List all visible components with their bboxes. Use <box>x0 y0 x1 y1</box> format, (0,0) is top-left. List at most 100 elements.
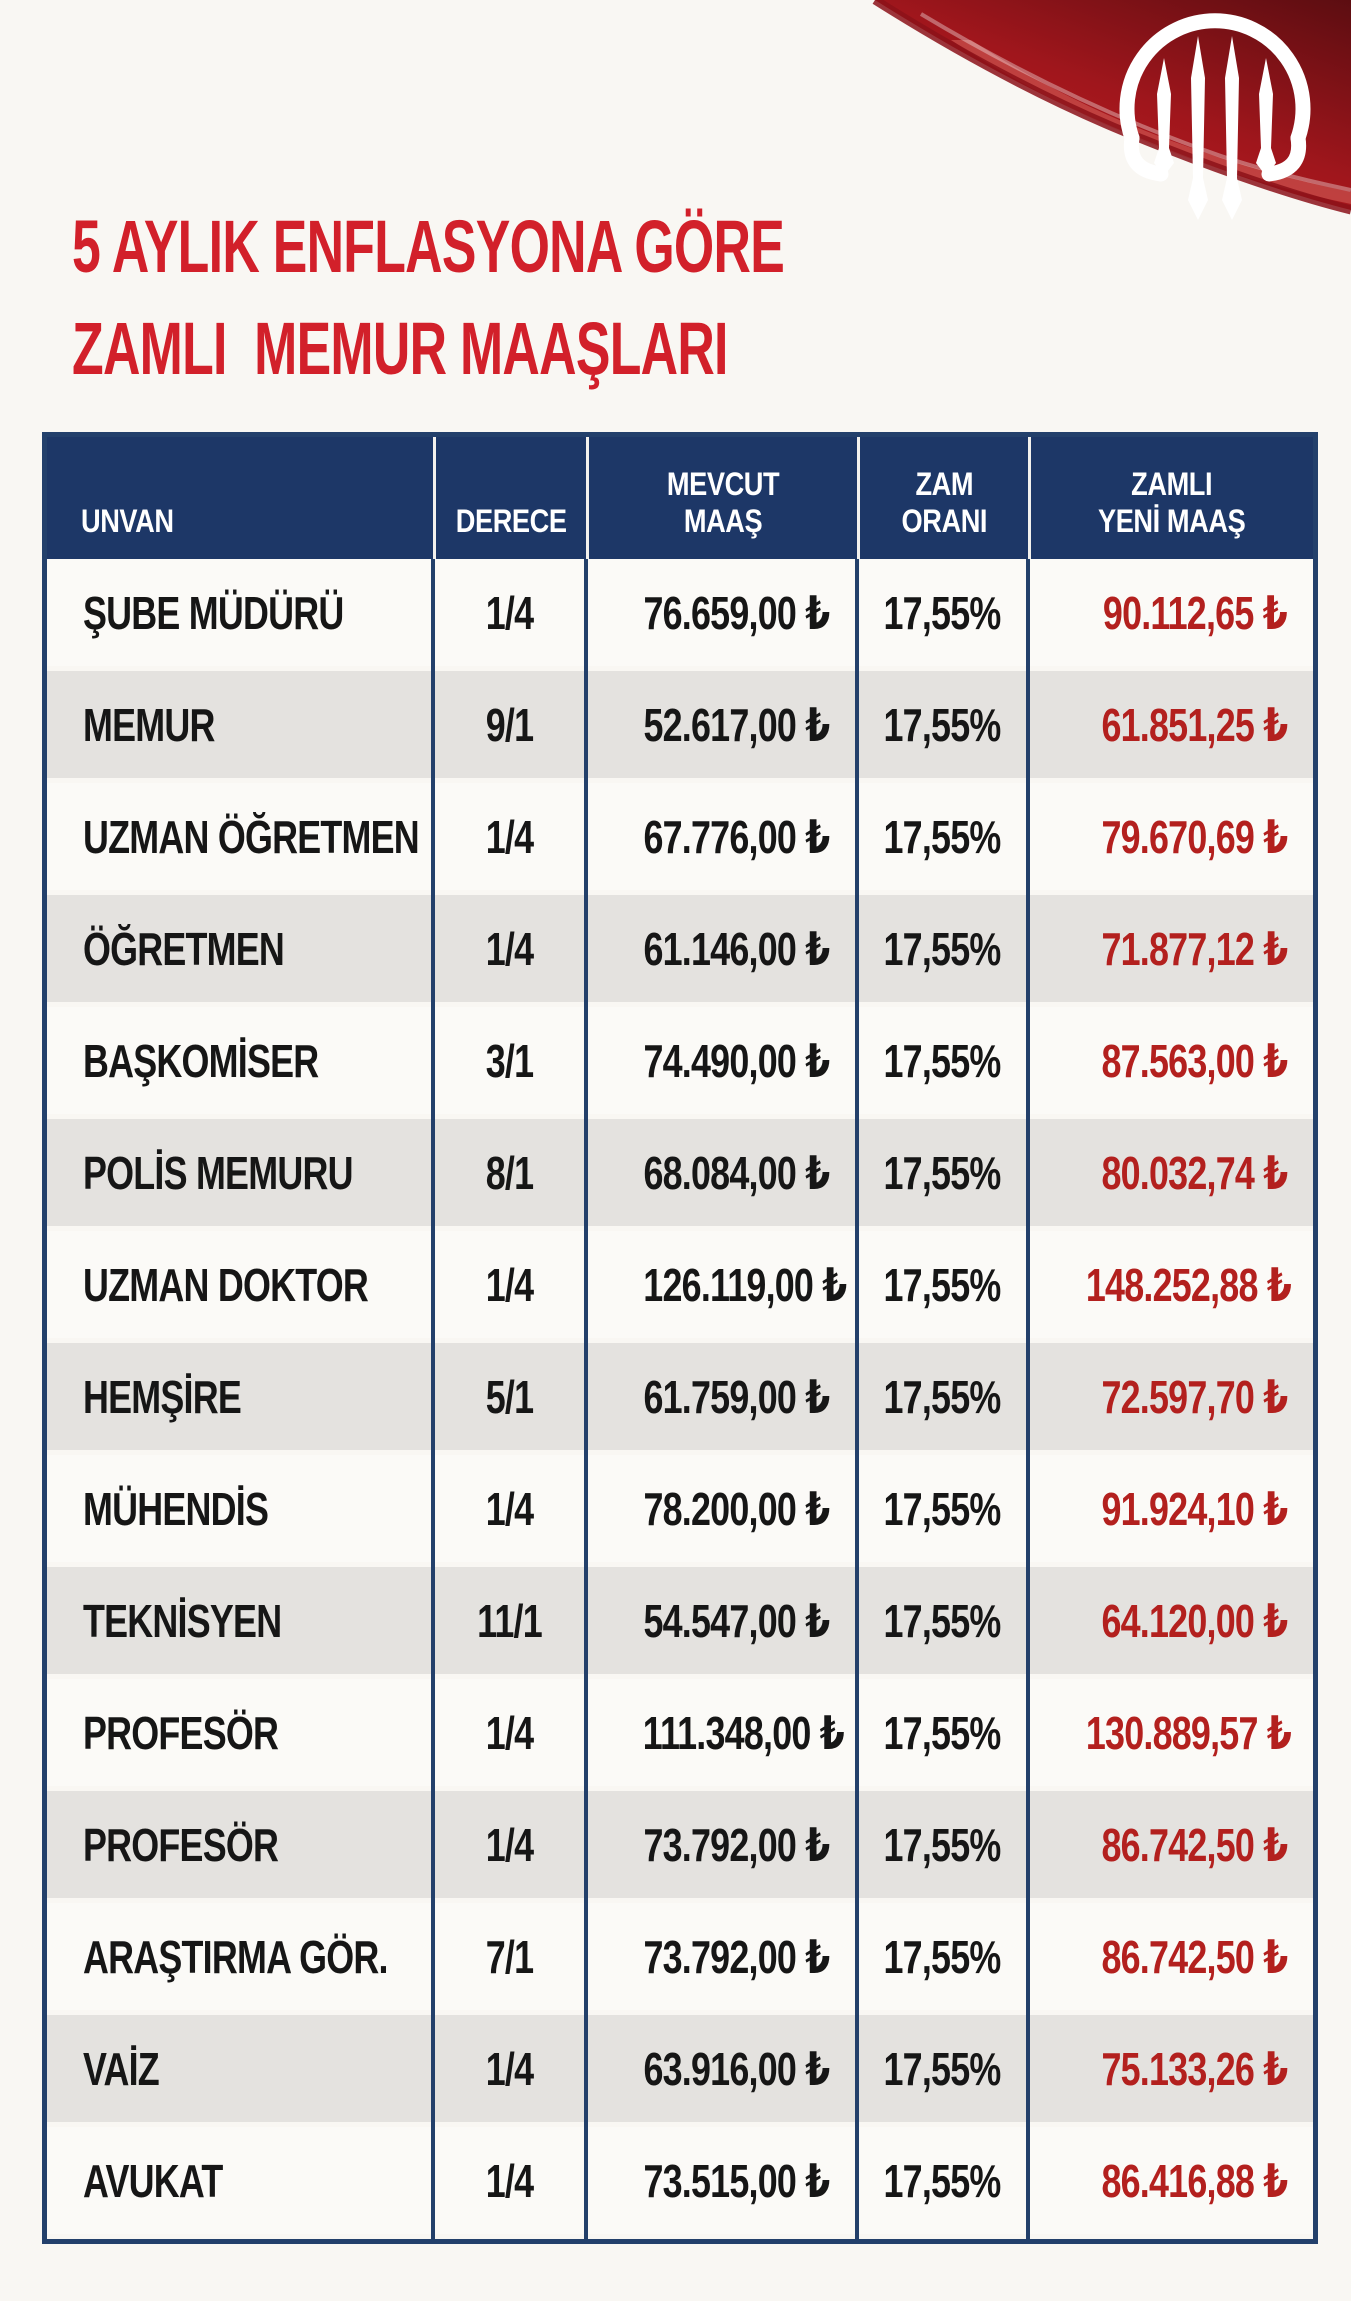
cell-yeni: 86.742,50 ₺ <box>1028 1791 1313 1903</box>
cell-oran: 17,55% <box>857 559 1028 671</box>
cell-yeni: 71.877,12 ₺ <box>1028 895 1313 1007</box>
table-row: UZMAN ÖĞRETMEN 1/4 67.776,00 ₺ 17,55% 79.670… <box>47 783 1313 895</box>
table-row: ŞUBE MÜDÜRÜ 1/4 76.659,00 ₺ 17,55% 90.112,65… <box>47 559 1313 671</box>
cell-derece: 3/1 <box>433 1007 586 1119</box>
minaret-inner-right <box>1222 36 1242 220</box>
table-row: MEMUR 9/1 52.617,00 ₺ 17,55% 61.851,25 ₺ <box>47 671 1313 783</box>
cell-mevcut: 52.617,00 ₺ <box>586 671 857 783</box>
cell-unvan: ŞUBE MÜDÜRÜ <box>47 559 433 671</box>
cell-mevcut: 61.146,00 ₺ <box>586 895 857 1007</box>
table-header-row: UNVAN DERECE MEVCUT MAAŞ ZAM ORANI ZAMLI YEN… <box>47 437 1313 559</box>
table-row: POLİS MEMURU 8/1 68.084,00 ₺ 17,55% 80.032,7… <box>47 1119 1313 1231</box>
column-divider <box>584 559 588 2239</box>
table-row: ÖĞRETMEN 1/4 61.146,00 ₺ 17,55% 71.877,12 ₺ <box>47 895 1313 1007</box>
cell-derece: 1/4 <box>433 2015 586 2127</box>
minaret-outer-right <box>1256 58 1276 176</box>
emblem-circle-arc <box>1119 13 1311 146</box>
cell-yeni: 80.032,74 ₺ <box>1028 1119 1313 1231</box>
cell-mevcut: 76.659,00 ₺ <box>586 559 857 671</box>
cell-yeni: 90.112,65 ₺ <box>1028 559 1313 671</box>
table-row: PROFESÖR 1/4 73.792,00 ₺ 17,55% 86.742,50 ₺ <box>47 1791 1313 1903</box>
cell-unvan: HEMŞİRE <box>47 1343 433 1455</box>
cell-mevcut: 126.119,00 ₺ <box>586 1231 857 1343</box>
cell-yeni: 64.120,00 ₺ <box>1028 1567 1313 1679</box>
cell-yeni: 86.416,88 ₺ <box>1028 2127 1313 2239</box>
cell-oran: 17,55% <box>857 1903 1028 2015</box>
cell-oran: 17,55% <box>857 1679 1028 1791</box>
cell-unvan: POLİS MEMURU <box>47 1119 433 1231</box>
page-title-line-1: 5 AYLIK ENFLASYONA GÖRE <box>72 205 785 288</box>
cell-unvan: VAİZ <box>47 2015 433 2127</box>
cell-yeni: 87.563,00 ₺ <box>1028 1007 1313 1119</box>
cell-derece: 1/4 <box>433 1791 586 1903</box>
cell-yeni: 79.670,69 ₺ <box>1028 783 1313 895</box>
cell-yeni: 75.133,26 ₺ <box>1028 2015 1313 2127</box>
cell-derece: 5/1 <box>433 1343 586 1455</box>
minaret-outer-left <box>1154 58 1174 176</box>
column-divider <box>431 559 435 2239</box>
cell-mevcut: 68.084,00 ₺ <box>586 1119 857 1231</box>
cell-unvan: MÜHENDİS <box>47 1455 433 1567</box>
table-row: AVUKAT 1/4 73.515,00 ₺ 17,55% 86.416,88 ₺ <box>47 2127 1313 2239</box>
cell-mevcut: 78.200,00 ₺ <box>586 1455 857 1567</box>
cell-derece: 1/4 <box>433 1679 586 1791</box>
page-title-line-2: ZAMLI MEMUR MAAŞLARI <box>72 307 728 390</box>
cell-oran: 17,55% <box>857 783 1028 895</box>
cell-unvan: PROFESÖR <box>47 1679 433 1791</box>
cell-oran: 17,55% <box>857 1455 1028 1567</box>
cell-derece: 1/4 <box>433 1455 586 1567</box>
cell-unvan: PROFESÖR <box>47 1791 433 1903</box>
cell-oran: 17,55% <box>857 895 1028 1007</box>
table-row: TEKNİSYEN 11/1 54.547,00 ₺ 17,55% 64.120,00 … <box>47 1567 1313 1679</box>
column-divider <box>855 559 859 2239</box>
cell-mevcut: 63.916,00 ₺ <box>586 2015 857 2127</box>
cell-derece: 1/4 <box>433 895 586 1007</box>
cell-unvan: MEMUR <box>47 671 433 783</box>
emblem-right-hook <box>1261 130 1307 182</box>
cell-unvan: UZMAN ÖĞRETMEN <box>47 783 433 895</box>
cell-yeni: 91.924,10 ₺ <box>1028 1455 1313 1567</box>
cell-mevcut: 111.348,00 ₺ <box>586 1679 857 1791</box>
minaret-emblem-logo <box>1119 13 1311 220</box>
cell-derece: 1/4 <box>433 1231 586 1343</box>
column-header-unvan: UNVAN <box>47 437 433 559</box>
cell-mevcut: 61.759,00 ₺ <box>586 1343 857 1455</box>
cell-oran: 17,55% <box>857 1231 1028 1343</box>
cell-derece: 8/1 <box>433 1119 586 1231</box>
table-row: HEMŞİRE 5/1 61.759,00 ₺ 17,55% 72.597,70 ₺ <box>47 1343 1313 1455</box>
cell-mevcut: 73.792,00 ₺ <box>586 1791 857 1903</box>
column-header-oran: ZAM ORANI <box>857 437 1028 559</box>
red-ribbon-graphic <box>872 0 1351 220</box>
cell-mevcut: 67.776,00 ₺ <box>586 783 857 895</box>
cell-unvan: BAŞKOMİSER <box>47 1007 433 1119</box>
cell-yeni: 72.597,70 ₺ <box>1028 1343 1313 1455</box>
column-header-yeni: ZAMLI YENİ MAAŞ <box>1028 437 1313 559</box>
cell-mevcut: 73.515,00 ₺ <box>586 2127 857 2239</box>
cell-oran: 17,55% <box>857 1119 1028 1231</box>
cell-unvan: AVUKAT <box>47 2127 433 2239</box>
ribbon-highlight <box>951 40 1351 204</box>
table-row: UZMAN DOKTOR 1/4 126.119,00 ₺ 17,55% 148.252… <box>47 1231 1313 1343</box>
cell-oran: 17,55% <box>857 1791 1028 1903</box>
cell-derece: 11/1 <box>433 1567 586 1679</box>
cell-oran: 17,55% <box>857 2015 1028 2127</box>
cell-oran: 17,55% <box>857 1567 1028 1679</box>
cell-yeni: 130.889,57 ₺ <box>1028 1679 1313 1791</box>
cell-unvan: ÖĞRETMEN <box>47 895 433 1007</box>
cell-yeni: 61.851,25 ₺ <box>1028 671 1313 783</box>
table-row: ARAŞTIRMA GÖR. 7/1 73.792,00 ₺ 17,55% 86.742… <box>47 1903 1313 2015</box>
cell-oran: 17,55% <box>857 1007 1028 1119</box>
cell-derece: 7/1 <box>433 1903 586 2015</box>
table-row: MÜHENDİS 1/4 78.200,00 ₺ 17,55% 91.924,10 ₺ <box>47 1455 1313 1567</box>
column-divider <box>1026 559 1030 2239</box>
table-body: ŞUBE MÜDÜRÜ 1/4 76.659,00 ₺ 17,55% 90.112,65… <box>47 559 1313 2239</box>
cell-derece: 1/4 <box>433 783 586 895</box>
cell-derece: 1/4 <box>433 2127 586 2239</box>
column-header-derece: DERECE <box>433 437 586 559</box>
ribbon-edge <box>872 0 1351 215</box>
cell-unvan: TEKNİSYEN <box>47 1567 433 1679</box>
minaret-inner-left <box>1188 36 1208 220</box>
table-row: VAİZ 1/4 63.916,00 ₺ 17,55% 75.133,26 ₺ <box>47 2015 1313 2127</box>
cell-oran: 17,55% <box>857 671 1028 783</box>
